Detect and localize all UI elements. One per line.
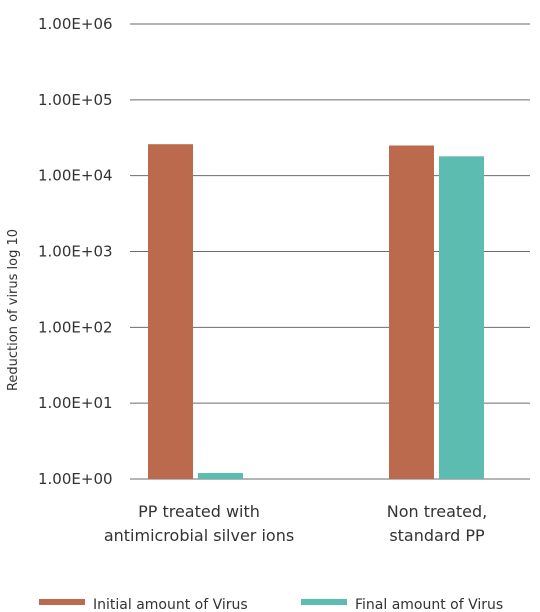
- bar: [389, 145, 434, 479]
- legend-label: Initial amount of Virus: [93, 597, 248, 612]
- category-label-line: Non treated,: [387, 502, 488, 521]
- legend-swatch: [301, 599, 347, 605]
- y-tick-labels: 1.00E+00 1.00E+01 1.00E+02 1.00E+03 1.00E+04…: [38, 15, 113, 488]
- y-tick-label: 1.00E+01: [38, 394, 113, 412]
- legend-label: Final amount of Virus: [355, 597, 503, 612]
- legend: Initial amount of Virus Final amount of V…: [39, 597, 503, 612]
- category-label-line: PP treated with: [138, 502, 260, 521]
- category-label: PP treated with antimicrobial silver ions: [104, 502, 294, 545]
- y-axis-title: Reduction of virus log 10: [6, 229, 21, 391]
- y-tick-label: 1.00E+05: [38, 91, 113, 109]
- bar: [439, 156, 484, 479]
- legend-swatch: [39, 599, 85, 605]
- category-label-line: standard PP: [389, 526, 485, 545]
- y-tick-label: 1.00E+04: [38, 167, 113, 185]
- category-labels: PP treated with antimicrobial silver ions…: [104, 502, 487, 545]
- category-label-line: antimicrobial silver ions: [104, 526, 294, 545]
- y-tick-label: 1.00E+06: [38, 15, 113, 33]
- bars: [148, 144, 484, 479]
- y-tick-label: 1.00E+00: [38, 470, 113, 488]
- category-label: Non treated, standard PP: [387, 502, 488, 545]
- y-tick-label: 1.00E+02: [38, 318, 113, 336]
- bar: [148, 144, 193, 479]
- y-tick-label: 1.00E+03: [38, 243, 113, 261]
- bar: [198, 473, 243, 479]
